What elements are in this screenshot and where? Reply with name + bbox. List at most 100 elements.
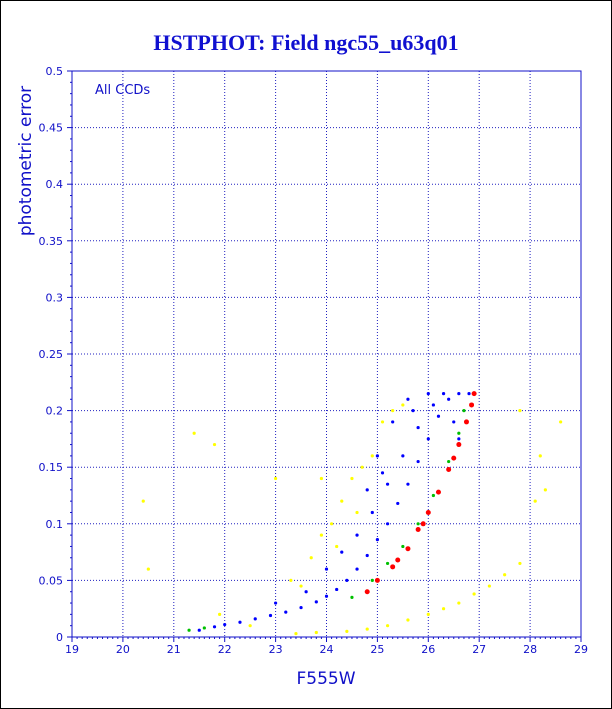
data-point xyxy=(365,488,369,492)
data-point xyxy=(141,499,145,503)
data-point xyxy=(471,391,477,397)
data-point xyxy=(416,522,420,526)
data-point xyxy=(391,420,395,424)
data-point xyxy=(370,510,374,515)
y-tick-label: 0.3 xyxy=(46,291,64,304)
data-point xyxy=(329,522,334,526)
y-tick-label: 0.15 xyxy=(39,461,64,474)
x-tick-label: 19 xyxy=(65,643,79,656)
data-point xyxy=(487,584,491,588)
data-point xyxy=(401,454,405,458)
data-point xyxy=(426,437,430,441)
data-point xyxy=(420,521,426,527)
data-point xyxy=(238,620,242,624)
data-point xyxy=(503,573,507,577)
data-point xyxy=(463,419,469,425)
data-point xyxy=(431,403,435,407)
data-point xyxy=(375,454,379,458)
data-points xyxy=(141,391,563,636)
data-point xyxy=(425,509,431,515)
data-point xyxy=(212,625,217,629)
data-point xyxy=(197,628,201,632)
x-axis-label: F555W xyxy=(296,669,355,689)
data-point xyxy=(340,499,344,503)
data-point xyxy=(472,592,476,596)
data-point xyxy=(355,510,359,515)
data-point xyxy=(457,601,461,605)
series-2 xyxy=(187,409,466,632)
series-3 xyxy=(141,403,563,636)
y-tick-label: 0.5 xyxy=(46,65,64,78)
data-point xyxy=(456,442,462,448)
data-point xyxy=(406,482,410,486)
y-tick-label: 0.2 xyxy=(46,405,64,418)
x-tick-labels: 19 20 21 22 23 24 25 26 27 28 29 xyxy=(65,643,588,656)
data-point xyxy=(426,612,430,616)
data-point xyxy=(365,627,369,631)
data-point xyxy=(146,567,150,571)
data-point xyxy=(319,476,324,481)
data-point xyxy=(518,561,522,566)
data-point xyxy=(543,488,547,492)
data-point xyxy=(319,533,324,537)
data-point xyxy=(385,522,390,526)
data-point xyxy=(289,578,293,583)
data-point xyxy=(431,493,435,498)
axis-ticks xyxy=(67,70,582,642)
data-point xyxy=(395,557,401,563)
data-point xyxy=(294,632,298,636)
data-point xyxy=(375,538,379,542)
y-tick-label: 0.35 xyxy=(39,235,64,248)
grid-lines xyxy=(72,71,581,637)
data-point xyxy=(406,397,410,401)
data-point xyxy=(284,610,288,614)
y-tick-label: 0.45 xyxy=(39,122,64,135)
data-point xyxy=(391,409,395,413)
y-tick-label: 0.05 xyxy=(39,574,64,587)
x-tick-label: 25 xyxy=(370,643,384,656)
data-point xyxy=(314,600,318,604)
data-point xyxy=(374,577,380,583)
y-tick-label: 0.1 xyxy=(46,518,64,531)
y-axis-label: photometric error xyxy=(16,86,36,236)
data-point xyxy=(345,578,349,583)
data-point xyxy=(452,420,456,424)
data-point xyxy=(360,465,364,469)
data-point xyxy=(304,590,308,594)
data-point xyxy=(380,471,385,475)
data-point xyxy=(396,501,400,506)
data-point xyxy=(218,612,222,616)
data-point xyxy=(350,595,354,599)
data-point xyxy=(314,630,318,635)
data-point xyxy=(467,392,471,396)
data-point xyxy=(335,544,339,549)
x-tick-label: 29 xyxy=(574,643,588,656)
data-point xyxy=(253,617,257,621)
data-point xyxy=(324,567,329,571)
data-point xyxy=(416,425,420,430)
data-point xyxy=(340,550,344,554)
data-point xyxy=(401,544,405,549)
data-point xyxy=(299,605,303,610)
series-1 xyxy=(364,391,477,595)
x-tick-label: 23 xyxy=(269,643,283,656)
data-point xyxy=(390,564,396,570)
data-point xyxy=(335,587,339,592)
y-tick-label: 0.25 xyxy=(39,348,64,361)
x-tick-label: 20 xyxy=(116,643,130,656)
chart-title: HSTPHOT: Field ngc55_u63q01 xyxy=(153,30,458,55)
data-point xyxy=(345,629,349,633)
data-point xyxy=(380,420,385,424)
data-point xyxy=(324,594,329,598)
x-tick-label: 22 xyxy=(218,643,232,656)
data-point xyxy=(309,556,313,560)
data-point xyxy=(385,561,390,566)
data-point xyxy=(457,431,461,435)
data-point xyxy=(435,489,441,495)
series-0 xyxy=(197,392,471,632)
y-tick-labels: 0 0.05 0.1 0.15 0.2 0.25 0.3 0.35 0.4 0.45 0.5 xyxy=(39,65,64,644)
data-point xyxy=(457,437,461,441)
data-point xyxy=(457,392,461,396)
data-point xyxy=(248,624,252,628)
